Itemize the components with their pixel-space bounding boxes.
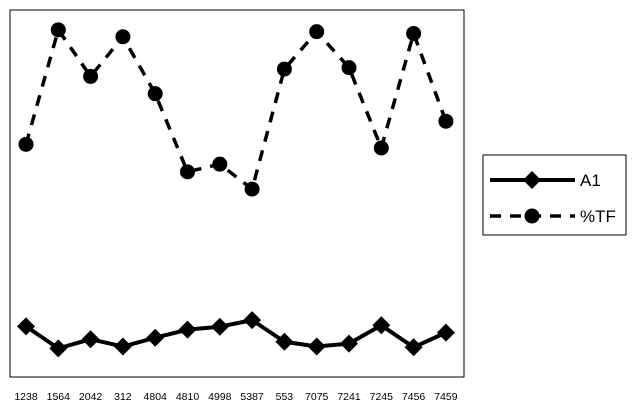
x-axis-tick-labels: 1238 1564 2042 312 4804 4810 4998 5387 553 7075 72… <box>14 391 457 403</box>
legend-entry-a1: A1 <box>490 171 601 190</box>
legend-label-a1: A1 <box>580 171 601 190</box>
legend-frame <box>482 154 627 236</box>
x-tick-label: 1238 <box>14 391 38 403</box>
legend-marker-tf <box>524 208 540 224</box>
data-point-a1-7245 <box>372 316 391 335</box>
series-tf <box>18 22 454 197</box>
data-point-tf-1564 <box>50 22 66 38</box>
data-point-tf-4804 <box>147 86 163 102</box>
data-point-a1-553 <box>275 332 294 351</box>
data-point-a1-2042 <box>81 330 100 349</box>
data-point-a1-312 <box>113 337 132 356</box>
data-point-a1-4804 <box>146 328 165 347</box>
data-point-tf-5387 <box>244 181 260 197</box>
data-point-tf-7456 <box>406 25 422 41</box>
x-tick-label: 4804 <box>144 391 168 403</box>
data-point-tf-4998 <box>212 156 228 172</box>
x-tick-label: 2042 <box>79 391 103 403</box>
data-point-a1-5387 <box>243 311 262 330</box>
data-point-a1-1238 <box>17 317 35 336</box>
x-tick-label: 5387 <box>240 391 264 403</box>
data-point-a1-1564 <box>49 339 68 358</box>
data-point-tf-4810 <box>180 164 195 180</box>
data-point-tf-2042 <box>83 68 99 84</box>
legend: A1 %TF <box>482 154 627 236</box>
data-point-a1-7456 <box>404 338 423 357</box>
x-tick-label: 4810 <box>176 391 200 403</box>
x-tick-label: 7075 <box>305 391 329 403</box>
x-tick-label: 7459 <box>434 391 458 403</box>
legend-marker-a1 <box>523 171 541 189</box>
x-tick-label: 7241 <box>337 391 361 403</box>
data-point-a1-4998 <box>210 317 229 336</box>
series-layer <box>17 22 455 358</box>
series-line-tf <box>24 28 448 191</box>
x-tick-label: 1564 <box>47 391 71 403</box>
x-tick-label: 7245 <box>370 391 394 403</box>
data-point-tf-553 <box>276 61 292 77</box>
data-point-a1-7241 <box>340 334 358 353</box>
legend-entry-tf: %TF <box>490 207 616 226</box>
series-a1 <box>17 311 455 358</box>
data-point-a1-7459 <box>436 323 455 342</box>
data-point-tf-7241 <box>341 60 357 76</box>
data-point-tf-312 <box>115 29 131 45</box>
data-point-tf-1238 <box>18 136 34 152</box>
x-tick-label: 7456 <box>402 391 426 403</box>
x-tick-label: 553 <box>276 391 294 403</box>
data-point-tf-7459 <box>438 113 454 129</box>
data-point-tf-7075 <box>309 24 325 40</box>
data-point-a1-7075 <box>307 337 326 356</box>
data-point-tf-7245 <box>373 140 389 156</box>
x-tick-label: 4998 <box>208 391 232 403</box>
legend-label-tf: %TF <box>580 207 616 226</box>
x-tick-label: 312 <box>114 391 132 403</box>
data-point-a1-4810 <box>178 320 197 339</box>
